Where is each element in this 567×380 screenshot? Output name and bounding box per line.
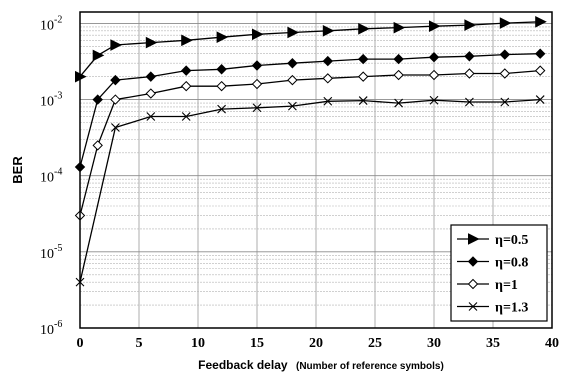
y-axis-label: BER <box>10 156 25 184</box>
series-1 <box>75 15 547 83</box>
data-point <box>146 112 156 121</box>
data-point <box>180 80 192 92</box>
data-point <box>323 96 333 106</box>
data-point <box>251 78 263 90</box>
legend-label: η=1 <box>495 278 518 293</box>
legend: η=0.5 η=0.8 η=1 η=1.3 <box>450 224 548 322</box>
legend-item: η=1 <box>457 278 518 293</box>
x-axis-label: Feedback delay (Number of reference symb… <box>198 356 444 373</box>
data-point <box>358 96 368 105</box>
data-point <box>499 68 511 79</box>
data-point <box>394 98 403 108</box>
data-point <box>92 140 103 151</box>
x-axis-label-main: Feedback delay <box>198 358 288 372</box>
data-point <box>322 24 335 37</box>
data-point <box>180 65 192 76</box>
series-layer <box>74 15 547 287</box>
y-tick-label: 10-5 <box>40 243 62 262</box>
data-point <box>464 51 475 62</box>
data-point <box>499 17 512 29</box>
x-tick-label: 0 <box>77 336 84 351</box>
y-tick-label: 10-6 <box>40 319 62 338</box>
data-point <box>358 22 370 35</box>
data-point <box>322 73 334 84</box>
data-point <box>216 64 227 75</box>
data-point <box>465 97 474 107</box>
data-point <box>500 97 510 107</box>
data-point <box>535 95 545 104</box>
legend-item: η=1.3 <box>457 301 528 316</box>
data-point <box>499 49 511 60</box>
y-tick-label: 10-4 <box>40 167 62 186</box>
data-point <box>216 31 229 43</box>
legend-item: η=0.8 <box>457 256 528 271</box>
data-point <box>217 104 226 114</box>
series-3 <box>74 65 546 221</box>
data-point <box>535 15 547 28</box>
legend-box <box>450 224 548 322</box>
data-point <box>145 36 158 49</box>
y-tick-label: 10-3 <box>40 91 62 110</box>
data-point <box>145 88 157 99</box>
data-point <box>92 49 105 62</box>
x-tick-label: 35 <box>486 336 500 351</box>
legend-label: η=1.3 <box>495 301 528 316</box>
data-point <box>287 58 298 69</box>
data-point <box>252 28 264 41</box>
data-point <box>357 53 369 65</box>
data-point <box>393 69 404 81</box>
data-point <box>428 51 440 63</box>
data-point <box>251 60 263 71</box>
legend-label: η=0.5 <box>495 233 528 248</box>
x-tick-label: 5 <box>136 336 143 351</box>
x-tick-labels: 0 5 10 15 20 25 30 35 40 <box>77 336 560 351</box>
data-point <box>429 20 441 32</box>
data-point <box>534 65 546 76</box>
legend-label: η=0.8 <box>495 256 528 271</box>
data-point <box>110 74 121 86</box>
data-point <box>252 103 262 113</box>
data-point <box>393 53 404 65</box>
data-point <box>288 101 297 111</box>
data-point <box>534 48 546 59</box>
series-4 <box>75 95 545 287</box>
legend-item: η=0.5 <box>457 233 528 248</box>
data-point <box>181 112 191 121</box>
data-point <box>428 69 440 81</box>
data-point <box>464 19 477 31</box>
data-point <box>287 26 300 39</box>
x-axis-label-sub: (Number of reference symbols) <box>296 361 444 372</box>
x-tick-label: 15 <box>250 336 264 351</box>
data-point <box>110 39 123 51</box>
series-2 <box>74 48 546 173</box>
y-tick-labels: 10-6 10-5 10-4 10-3 10-2 <box>40 14 62 338</box>
data-point <box>111 123 120 132</box>
data-point <box>287 74 298 86</box>
x-tick-label: 10 <box>191 336 205 351</box>
data-point <box>110 94 121 105</box>
data-point <box>216 80 227 92</box>
data-point <box>181 34 193 47</box>
plot-frame <box>79 11 553 329</box>
legend-marker <box>467 256 479 267</box>
x-tick-label: 30 <box>427 336 441 351</box>
x-tick-label: 40 <box>545 336 559 351</box>
data-point <box>92 94 103 105</box>
series-line <box>79 98 541 283</box>
series-line <box>79 21 541 78</box>
data-point <box>145 71 157 82</box>
data-point <box>464 68 475 79</box>
legend-marker <box>467 278 479 290</box>
data-point <box>429 95 439 105</box>
data-point <box>322 55 334 67</box>
data-point <box>357 71 369 82</box>
data-point <box>393 21 406 34</box>
legend-marker <box>468 233 480 245</box>
y-tick-label: 10-2 <box>40 14 62 33</box>
legend-marker <box>468 302 478 311</box>
x-tick-label: 20 <box>309 336 323 351</box>
x-tick-label: 25 <box>368 336 382 351</box>
